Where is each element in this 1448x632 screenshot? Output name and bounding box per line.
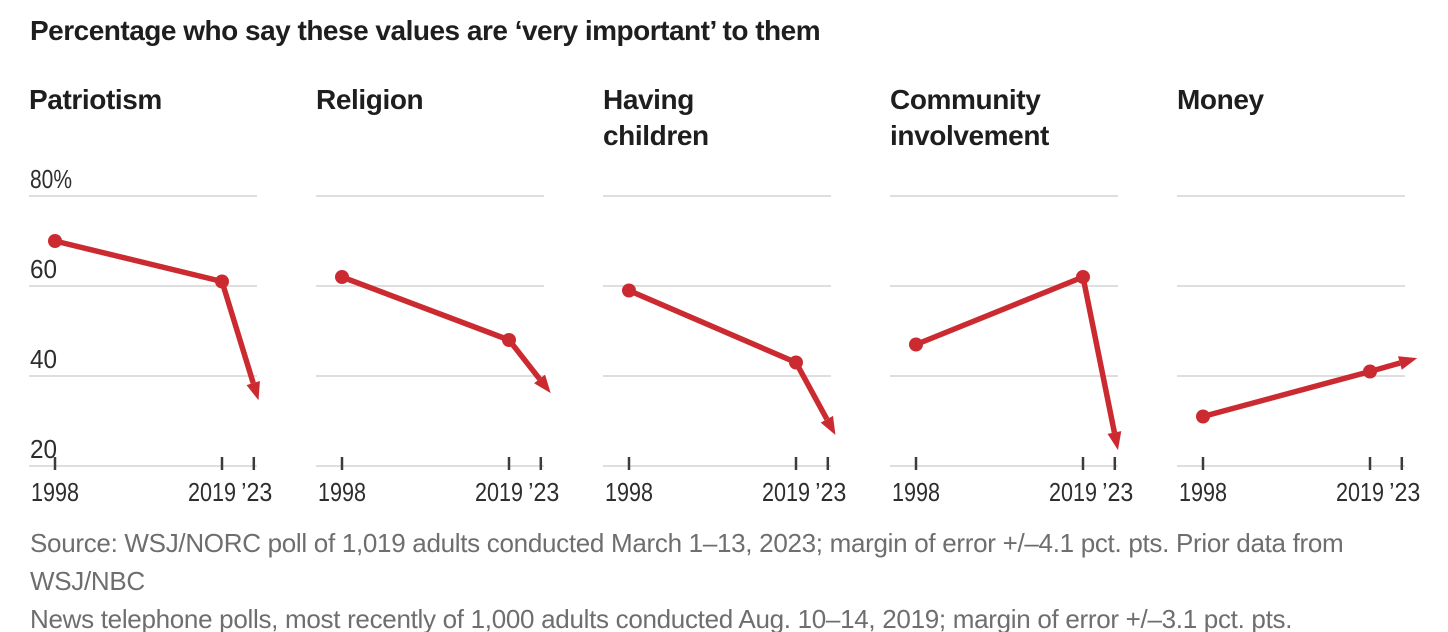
panel-money: Money 1998 2019’23 — [1177, 82, 1448, 552]
data-point-patriotism-1998 — [48, 234, 62, 248]
axis-tick-2019 — [1081, 457, 1085, 470]
axis-tick-1998 — [53, 457, 57, 470]
panel-religion: Religion 1998 2019’23 — [316, 82, 603, 552]
axis-tick-2019 — [1368, 457, 1372, 470]
source-line-1: Source: WSJ/NORC poll of 1,019 adults co… — [30, 528, 1344, 596]
x-tick-label-2023: ’23 — [815, 477, 846, 507]
axis-tick-2019 — [507, 457, 511, 470]
data-point-community-involvement-2019 — [1076, 270, 1090, 284]
x-tick-label-2023: ’23 — [1102, 477, 1133, 507]
source-line-2: News telephone polls, most recently of 1… — [30, 604, 1293, 632]
panel-title-money: Money — [1177, 84, 1264, 115]
x-tick-label-1998: 1998 — [318, 477, 366, 507]
arrowhead-having-children — [820, 415, 836, 436]
data-point-religion-2019 — [502, 333, 516, 347]
trend-line-religion — [341, 274, 542, 381]
data-point-patriotism-2019 — [215, 274, 229, 289]
x-tick-label-2023: ’23 — [528, 477, 559, 507]
y-tick-label-80: 80% — [30, 164, 72, 194]
data-point-religion-1998 — [335, 270, 349, 284]
trend-line-patriotism — [54, 238, 256, 384]
trend-line-community-involvement — [914, 274, 1118, 434]
panel-community-involvement: Community involvement 1998 2019’23 — [890, 82, 1177, 552]
axis-tick-2023 — [1400, 457, 1404, 470]
panel-title-community-involvement: Community involvement — [890, 84, 1049, 151]
x-tick-label-2023: ’23 — [1389, 477, 1420, 507]
x-tick-label-1998: 1998 — [31, 477, 79, 507]
panel-chart-religion: 1998 2019’23 — [316, 195, 559, 507]
panel-title-religion: Religion — [316, 84, 424, 115]
x-tick-label-2019: 2019 — [475, 477, 523, 507]
chart-title: Percentage who say these values are ‘ver… — [30, 15, 821, 46]
x-tick-label-2019: 2019 — [1049, 477, 1097, 507]
x-tick-label-2023: ’23 — [241, 477, 272, 507]
y-tick-label-40: 40 — [30, 344, 57, 374]
axis-tick-2019 — [220, 457, 224, 470]
axis-tick-2023 — [826, 457, 830, 470]
axis-tick-2023 — [252, 457, 256, 470]
panel-chart-money: 1998 2019’23 — [1177, 195, 1420, 507]
x-tick-label-2019: 2019 — [188, 477, 236, 507]
panel-having-children: Having children 1998 2019’23 — [603, 82, 890, 552]
panel-title-patriotism: Patriotism — [29, 84, 162, 115]
panel-chart-patriotism: 80% 60 40 20 1998 2019’23 — [29, 164, 272, 507]
axis-tick-1998 — [914, 457, 918, 470]
data-point-having-children-1998 — [622, 283, 636, 298]
panel-chart-community-involvement: 1998 2019’23 — [890, 195, 1133, 507]
data-point-money-2019 — [1363, 364, 1377, 379]
x-tick-label-2019: 2019 — [762, 477, 810, 507]
axis-tick-2023 — [1113, 457, 1117, 470]
y-tick-label-20: 20 — [30, 434, 57, 464]
axis-tick-2023 — [539, 457, 543, 470]
trend-line-having-children — [627, 287, 830, 421]
data-point-community-involvement-1998 — [909, 337, 923, 352]
panel-title-having-children: Having children — [603, 84, 709, 151]
arrowhead-community-involvement — [1107, 431, 1122, 451]
x-tick-label-1998: 1998 — [1179, 477, 1227, 507]
axis-tick-2019 — [794, 457, 798, 470]
data-point-money-1998 — [1196, 409, 1210, 424]
arrowhead-money — [1397, 356, 1418, 370]
x-tick-label-1998: 1998 — [605, 477, 653, 507]
x-tick-label-1998: 1998 — [892, 477, 940, 507]
arrowhead-religion — [534, 374, 551, 394]
axis-tick-1998 — [1201, 457, 1205, 470]
x-tick-label-2019: 2019 — [1336, 477, 1384, 507]
panel-chart-having-children: 1998 2019’23 — [603, 195, 846, 507]
source-note: Source: WSJ/NORC poll of 1,019 adults co… — [30, 524, 1448, 632]
axis-tick-1998 — [340, 457, 344, 470]
arrowhead-patriotism — [246, 381, 260, 401]
data-point-having-children-2019 — [789, 355, 803, 370]
y-tick-label-60: 60 — [30, 254, 57, 284]
axis-tick-1998 — [627, 457, 631, 470]
panel-patriotism: Patriotism 80% 60 40 20 1998 2019’23 — [29, 82, 316, 552]
